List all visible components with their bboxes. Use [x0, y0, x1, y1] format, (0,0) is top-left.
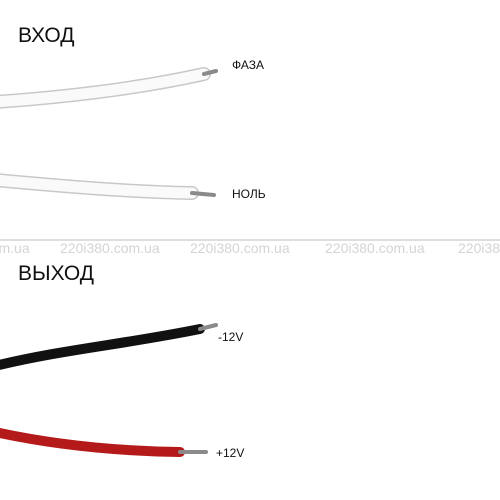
wire-label: +12V: [216, 446, 244, 460]
wire-body: [0, 174, 198, 199]
watermark: 220i380.com.ua: [325, 240, 425, 256]
wire-body: [0, 324, 205, 370]
output-title: ВЫХОД: [18, 262, 94, 285]
watermark: 220i380.com.ua: [60, 240, 160, 256]
watermark: 220i380.com.ua: [458, 240, 500, 256]
wire-body: [0, 427, 185, 457]
watermark: 220i380.com.ua: [190, 240, 290, 256]
wire-label: НОЛЬ: [232, 187, 266, 201]
wire-body: [0, 68, 210, 108]
watermark: 220i380.com.ua: [0, 240, 30, 256]
input-title: ВХОД: [18, 24, 75, 47]
wire-label: -12V: [218, 330, 243, 344]
wire-tip: [202, 69, 218, 76]
wire-tip: [190, 191, 216, 197]
wire-label: ФАЗА: [232, 58, 264, 72]
wire-tip: [198, 323, 218, 331]
